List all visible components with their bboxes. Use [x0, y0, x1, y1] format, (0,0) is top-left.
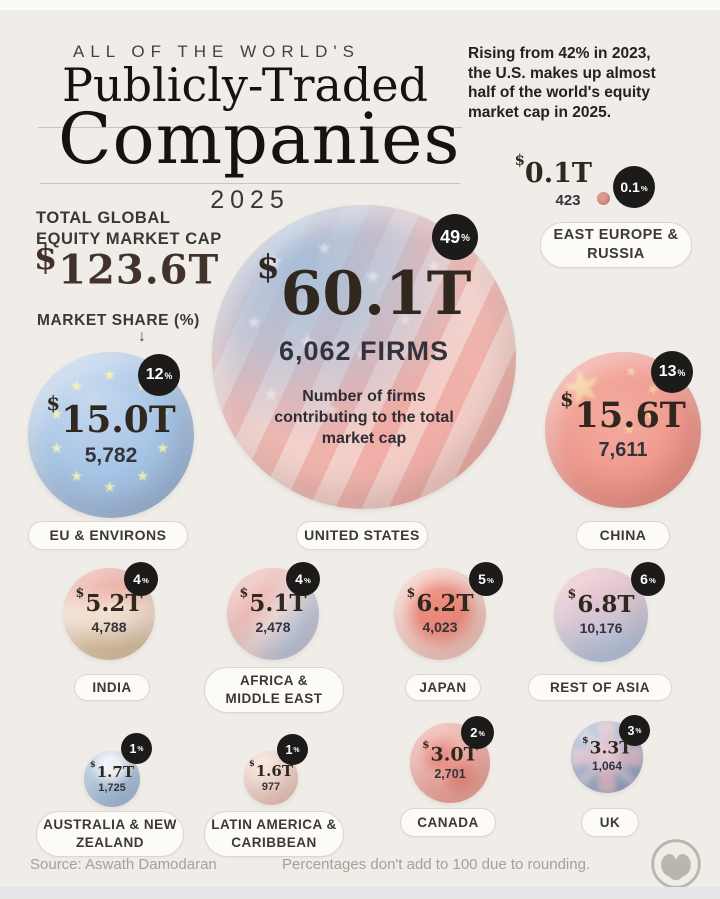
us-annotation: Rising from 42% in 2023, the U.S. makes … [468, 45, 656, 122]
region-label-africa: AFRICA & MIDDLE EAST [204, 667, 344, 713]
canada-firm-count: 2,701 [434, 766, 466, 781]
region-label-china: CHINA [576, 521, 670, 550]
firms-note: Number of firms contributing to the tota… [274, 388, 454, 447]
china-market-cap: $15.6T [560, 387, 686, 436]
china-flag-star-icon [623, 362, 639, 379]
uk-firm-count: 1,064 [591, 758, 623, 773]
canada-market-cap: $3.0T [422, 738, 478, 765]
share-badge-china: 13% [651, 351, 693, 393]
kicker: ALL OF THE WORLD'S [73, 42, 360, 61]
region-label-canada: CANADA [400, 808, 496, 837]
year-label: 2025 [210, 186, 290, 214]
share-badge-india: 4% [124, 562, 158, 596]
bubble-canada: $3.0T 2,701 [410, 723, 490, 803]
us-firm-count: 6,062 FIRMS [278, 336, 450, 367]
latam-firm-count: 977 [261, 780, 281, 793]
india-market-cap: $5.2T [75, 585, 143, 618]
market-share-label: MARKET SHARE (%) [37, 312, 200, 329]
africa-market-cap: $5.1T [239, 585, 307, 618]
share-badge-eu: 12% [138, 354, 180, 396]
region-label-japan: JAPAN [405, 674, 481, 701]
eu-flag-star-icon [103, 480, 116, 495]
share-badge-japan: 5% [469, 562, 503, 596]
bubble-china: $15.6T 7,611 [545, 352, 701, 508]
total-market-cap-label: TOTAL GLOBAL EQUITY MARKET CAP [36, 209, 222, 249]
source-credit: Source: Aswath Damodaran [30, 856, 217, 873]
australia-market-cap: $1.7T [89, 758, 134, 781]
region-label-eu: EU & ENVIRONS [28, 521, 188, 550]
africa-firm-count: 2,478 [255, 619, 291, 636]
eu-firm-count: 5,782 [84, 443, 138, 467]
eu-flag-star-icon [50, 441, 63, 456]
latam-market-cap: $1.6T [248, 757, 293, 780]
japan-firm-count: 4,023 [422, 619, 458, 636]
visual-capitalist-logo [651, 839, 701, 889]
eu-flag-star-icon [70, 469, 83, 484]
eu-flag-star-icon [136, 469, 149, 484]
top-strip [0, 0, 720, 10]
australia-firm-count: 1,725 [98, 781, 126, 794]
rounding-note: Percentages don't add to 100 due to roun… [282, 856, 591, 873]
total-market-cap-value: $123.6T [34, 238, 220, 294]
share-badge-latam: 1% [277, 734, 308, 765]
region-label-india: INDIA [74, 674, 150, 701]
us-flag-star-icon [316, 239, 332, 257]
share-badge-rest-of-asia: 6% [631, 562, 665, 596]
rest-of-asia-firm-count: 10,176 [579, 620, 623, 637]
bottom-strip [0, 887, 720, 899]
region-label-australia: AUSTRALIA & NEW ZEALAND [36, 811, 184, 857]
japan-market-cap: $6.2T [406, 585, 474, 618]
east-europe-firm-count: 423 [555, 192, 581, 209]
region-label-latam: LATIN AMERICA & CARIBBEAN [204, 811, 344, 857]
china-firm-count: 7,611 [598, 439, 648, 461]
eu-flag-star-icon [156, 441, 169, 456]
eu-flag-star-icon [103, 368, 116, 383]
bubble-east-europe-russia [597, 192, 610, 205]
eu-flag-star-icon [70, 379, 83, 394]
share-badge-canada: 2% [461, 716, 494, 749]
rest-of-asia-market-cap: $6.8T [567, 586, 635, 619]
share-badge-east-europe: 0.1% [613, 166, 655, 208]
share-badge-us: 49% [432, 214, 478, 260]
share-badge-africa: 4% [286, 562, 320, 596]
title-rule [38, 127, 462, 128]
eu-market-cap: $15.0T [46, 391, 176, 441]
currency-sign: $ [34, 238, 59, 277]
east-europe-market-cap: $0.1T [514, 151, 592, 189]
page-title-line1: Publicly-Traded [62, 58, 429, 112]
region-label-us: UNITED STATES [296, 521, 428, 550]
india-firm-count: 4,788 [91, 619, 127, 636]
page-title-line2: Companies [58, 98, 461, 180]
region-label-east-europe: EAST EUROPE & RUSSIA [540, 222, 692, 268]
us-market-cap: $60.1T [256, 247, 472, 330]
region-label-rest-of-asia: REST OF ASIA [528, 674, 672, 701]
region-label-uk: UK [581, 808, 639, 837]
down-arrow-icon: ↓ [138, 328, 146, 345]
title-rule-bottom [40, 183, 460, 184]
bubble-rest-of-asia: $6.8T 10,176 [554, 568, 648, 662]
share-badge-uk: 3% [619, 715, 650, 746]
share-badge-australia: 1% [121, 733, 152, 764]
